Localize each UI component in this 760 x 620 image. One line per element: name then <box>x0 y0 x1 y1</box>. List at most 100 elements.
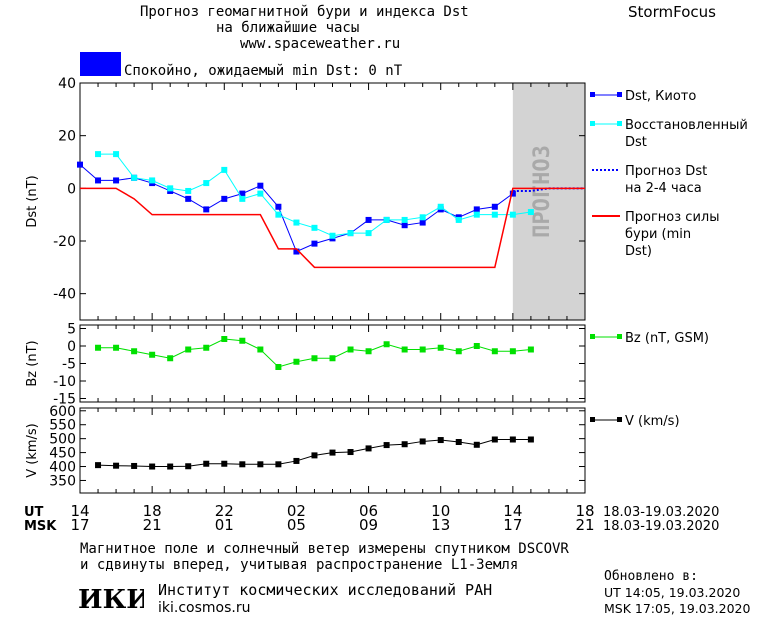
data-point <box>509 211 516 218</box>
data-point <box>329 232 336 239</box>
data-point <box>473 206 480 213</box>
updated-ut: UT 14:05, 19.03.2020 <box>604 585 741 600</box>
x-tick-label-msk: 17 <box>503 516 522 534</box>
data-point <box>95 344 102 351</box>
data-point <box>383 442 390 449</box>
data-point <box>455 348 462 355</box>
data-point <box>437 203 444 210</box>
x-tick-label-msk: 17 <box>70 516 89 534</box>
data-point <box>401 346 408 353</box>
data-point <box>257 346 264 353</box>
data-point <box>113 151 120 158</box>
data-point <box>383 216 390 223</box>
updated-msk: MSK 17:05, 19.03.2020 <box>604 601 751 616</box>
data-point <box>527 436 534 443</box>
data-point <box>77 161 83 168</box>
data-point <box>203 460 210 467</box>
data-point <box>221 460 228 467</box>
legend-label: Прогноз Dst <box>625 164 707 179</box>
data-point <box>131 348 138 355</box>
data-point <box>311 240 318 247</box>
data-point <box>491 211 498 218</box>
chart-title-line1: Прогноз геомагнитной бури и индекса Dst <box>140 4 469 20</box>
data-point <box>473 441 480 448</box>
y-axis-label: Bz (nT) <box>25 340 40 386</box>
data-point <box>167 355 174 362</box>
data-point <box>203 180 210 187</box>
data-point <box>419 219 426 226</box>
y-tick-label: 600 <box>49 404 76 420</box>
data-point <box>149 177 156 184</box>
legend-label: на 2-4 часа <box>625 181 702 196</box>
data-point <box>473 211 480 218</box>
y-tick-label: -5 <box>62 357 76 373</box>
data-point <box>221 336 228 342</box>
institute-name: Институт космических исследований РАН <box>158 581 493 599</box>
legend-marker <box>590 92 595 97</box>
data-point <box>311 224 318 231</box>
y-tick-label: -15 <box>53 392 76 408</box>
data-point <box>167 463 174 470</box>
data-point <box>221 166 228 173</box>
data-point <box>491 436 498 443</box>
legend-label: Bz (nT, GSM) <box>625 331 709 346</box>
footer-note-line2: и сдвинуты вперед, учитывая распростране… <box>80 557 519 573</box>
y-tick-label: 0 <box>67 339 76 355</box>
legend-marker <box>617 417 622 422</box>
data-point <box>149 463 156 470</box>
x-tick-label-msk: 05 <box>287 516 306 534</box>
x-tick-label-ut: 10 <box>431 502 450 520</box>
data-point <box>203 344 210 351</box>
data-point <box>239 337 246 344</box>
data-point <box>509 348 516 355</box>
x-tick-label-msk: 01 <box>215 516 234 534</box>
data-point <box>365 230 372 237</box>
y-axis-label: V (km/s) <box>25 423 40 478</box>
data-point <box>95 151 102 158</box>
institute-url[interactable]: iki.cosmos.ru <box>158 600 251 616</box>
legend-label: Dst) <box>625 244 652 259</box>
data-point <box>365 348 372 355</box>
data-point <box>419 438 426 445</box>
x-axis-label-msk: MSK <box>24 519 57 534</box>
data-point <box>275 461 282 468</box>
data-point <box>437 437 444 444</box>
data-point <box>509 190 516 197</box>
date-range-ut: 18.03-19.03.2020 <box>603 505 719 520</box>
y-tick-label: 40 <box>58 76 76 92</box>
data-point <box>527 346 534 353</box>
y-tick-label: 500 <box>49 432 76 448</box>
series-line-1-0 <box>98 338 531 368</box>
site-link[interactable]: www.spaceweather.ru <box>240 36 401 52</box>
data-point <box>131 462 138 469</box>
y-tick-label: -10 <box>53 374 76 390</box>
data-point <box>239 461 246 468</box>
y-tick-label: 400 <box>49 460 76 476</box>
data-point <box>491 348 498 355</box>
data-point <box>491 203 498 210</box>
series-line-0-1 <box>98 153 531 237</box>
y-tick-label: 5 <box>67 322 76 338</box>
x-axis-label-ut: UT <box>24 505 44 520</box>
data-point <box>401 216 408 223</box>
data-point <box>185 463 192 470</box>
x-tick-label-ut: 14 <box>70 502 89 520</box>
data-point <box>347 449 354 456</box>
data-point <box>455 439 462 445</box>
x-tick-label-ut: 18 <box>575 502 594 520</box>
legend-label: V (km/s) <box>625 414 680 429</box>
y-tick-label: 20 <box>58 129 76 145</box>
legend-marker <box>590 121 595 126</box>
x-tick-label-msk: 13 <box>431 516 450 534</box>
data-point <box>311 452 318 459</box>
data-point <box>347 230 354 237</box>
data-point <box>527 209 534 216</box>
legend-label: Прогноз силы <box>625 210 719 225</box>
data-point <box>455 216 462 223</box>
legend-label: бури (min <box>625 227 691 242</box>
data-point <box>131 174 138 181</box>
data-point <box>95 177 102 184</box>
y-tick-label: 450 <box>49 446 76 462</box>
data-point <box>437 344 444 351</box>
data-point <box>293 358 300 365</box>
